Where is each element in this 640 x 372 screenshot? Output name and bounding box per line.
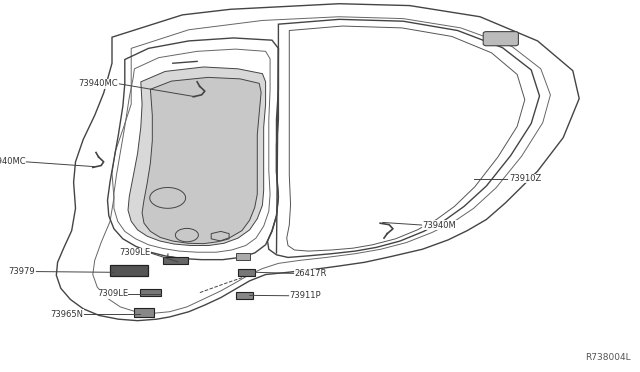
- Text: 73940MC: 73940MC: [79, 79, 118, 88]
- Bar: [236, 253, 250, 260]
- Text: 73911P: 73911P: [289, 291, 321, 300]
- FancyBboxPatch shape: [483, 32, 518, 46]
- Text: 73940M: 73940M: [422, 221, 456, 230]
- Bar: [163, 257, 188, 264]
- Bar: [110, 265, 148, 276]
- Bar: [140, 289, 161, 296]
- Bar: [236, 292, 253, 299]
- Text: R738004L: R738004L: [585, 353, 630, 362]
- Polygon shape: [128, 67, 266, 246]
- Text: 7309LE: 7309LE: [119, 248, 150, 257]
- Text: 26417R: 26417R: [294, 269, 327, 278]
- Bar: [238, 269, 255, 276]
- Text: 73910Z: 73910Z: [509, 174, 541, 183]
- Text: 73979: 73979: [8, 267, 35, 276]
- Text: 73940MC: 73940MC: [0, 157, 26, 166]
- Text: 73965N: 73965N: [50, 310, 83, 319]
- Bar: [134, 308, 154, 317]
- Text: 7309LE: 7309LE: [97, 289, 128, 298]
- Polygon shape: [142, 77, 261, 244]
